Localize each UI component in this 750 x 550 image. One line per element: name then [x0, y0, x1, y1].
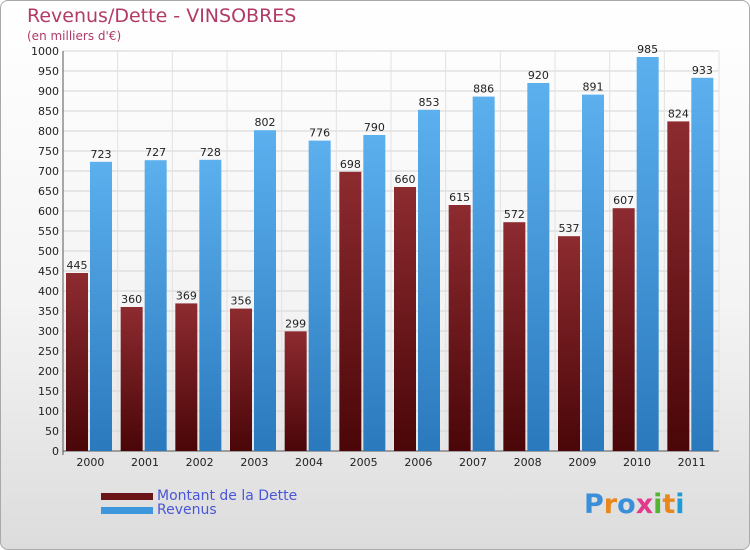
- chart-subtitle: (en milliers d'€): [27, 29, 122, 43]
- y-tick-label: 150: [38, 385, 59, 398]
- x-tick-label: 2003: [240, 456, 268, 469]
- y-tick-label: 750: [38, 145, 59, 158]
- y-tick-label: 200: [38, 365, 59, 378]
- data-label: 723: [91, 148, 112, 161]
- bar-revenus: [472, 96, 495, 451]
- data-label: 299: [285, 317, 306, 330]
- y-tick-label: 1000: [31, 45, 59, 58]
- logo-letter: i: [675, 489, 685, 520]
- bar-dette: [230, 308, 252, 451]
- y-tick-label: 800: [38, 125, 59, 138]
- y-tick-label: 550: [38, 225, 59, 238]
- data-label: 920: [528, 69, 549, 82]
- data-label: 790: [364, 121, 385, 134]
- bar-revenus: [90, 161, 112, 452]
- bar-revenus: [308, 140, 331, 451]
- x-tick-label: 2005: [350, 456, 378, 469]
- bar-dette: [503, 222, 526, 451]
- legend-swatch-dette: [101, 492, 153, 500]
- data-label: 985: [637, 43, 658, 56]
- data-label: 698: [340, 158, 361, 171]
- y-tick-label: 650: [38, 185, 59, 198]
- bar-dette: [284, 331, 307, 451]
- data-label: 886: [473, 83, 494, 96]
- legend-label-revenus: Revenus: [157, 502, 217, 518]
- x-tick-label: 2002: [186, 456, 214, 469]
- bar-dette: [394, 187, 416, 451]
- y-tick-label: 950: [38, 65, 59, 78]
- y-tick-label: 700: [38, 165, 59, 178]
- bar-dette: [175, 303, 198, 451]
- bar-revenus: [199, 159, 222, 452]
- bar-revenus: [418, 109, 440, 452]
- y-tick-label: 450: [38, 265, 59, 278]
- x-tick-label: 2001: [131, 456, 159, 469]
- legend-item-dette: Montant de la Dette: [101, 488, 297, 504]
- logo-letter: o: [617, 489, 636, 520]
- bar-dette: [612, 208, 635, 451]
- y-tick-label: 50: [45, 425, 59, 438]
- data-label: 615: [449, 191, 470, 204]
- legend-swatch-revenus: [101, 506, 153, 514]
- data-label: 933: [692, 64, 713, 77]
- x-tick-label: 2011: [678, 456, 706, 469]
- y-tick-label: 350: [38, 305, 59, 318]
- data-label: 360: [121, 293, 142, 306]
- x-tick-label: 2006: [404, 456, 432, 469]
- y-tick-label: 500: [38, 245, 59, 258]
- bar-dette: [448, 205, 471, 451]
- logo-letter: x: [635, 489, 654, 520]
- data-label: 728: [200, 146, 221, 159]
- bar-revenus: [527, 83, 550, 451]
- bar-dette: [667, 121, 690, 452]
- bar-revenus: [144, 160, 167, 451]
- bar-dette: [339, 171, 362, 452]
- x-tick-label: 2004: [295, 456, 323, 469]
- bar-revenus: [254, 130, 276, 451]
- data-label: 853: [419, 96, 440, 109]
- proxiti-logo: Proxiti: [584, 489, 685, 520]
- data-label: 824: [668, 107, 689, 120]
- data-label: 356: [231, 295, 252, 308]
- y-tick-label: 850: [38, 105, 59, 118]
- legend-item-revenus: Revenus: [101, 502, 217, 518]
- y-tick-label: 600: [38, 205, 59, 218]
- y-tick-label: 250: [38, 345, 59, 358]
- data-label: 776: [309, 127, 330, 140]
- bar-revenus: [636, 57, 659, 451]
- data-label: 660: [395, 173, 416, 186]
- bar-revenus: [363, 135, 386, 451]
- legend-label-dette: Montant de la Dette: [157, 488, 298, 504]
- y-tick-label: 900: [38, 85, 59, 98]
- data-label: 802: [255, 116, 276, 129]
- y-tick-label: 0: [52, 445, 59, 458]
- data-label: 607: [613, 194, 634, 207]
- x-tick-label: 2010: [623, 456, 651, 469]
- logo-letter: i: [653, 489, 663, 520]
- data-label: 537: [559, 222, 580, 235]
- chart-title: Revenus/Dette - VINSOBRES: [27, 5, 297, 27]
- y-tick-label: 100: [38, 405, 59, 418]
- y-tick-label: 300: [38, 325, 59, 338]
- x-tick-label: 2007: [459, 456, 487, 469]
- data-label: 891: [583, 81, 604, 94]
- logo-letter: r: [603, 489, 618, 520]
- y-tick-label: 400: [38, 285, 59, 298]
- bar-dette: [66, 273, 88, 451]
- bar-revenus: [691, 77, 714, 452]
- data-label: 445: [67, 259, 88, 272]
- logo-letter: P: [584, 489, 604, 520]
- logo-letter: t: [662, 489, 676, 520]
- bar-revenus: [582, 94, 604, 451]
- data-label: 369: [176, 289, 197, 302]
- data-label: 572: [504, 208, 525, 221]
- x-tick-label: 2009: [568, 456, 596, 469]
- data-label: 727: [145, 146, 166, 159]
- bar-dette: [558, 236, 580, 451]
- x-tick-label: 2000: [76, 456, 104, 469]
- bar-dette: [120, 307, 143, 451]
- x-tick-label: 2008: [514, 456, 542, 469]
